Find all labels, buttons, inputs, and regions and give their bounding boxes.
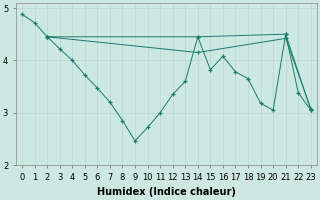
- X-axis label: Humidex (Indice chaleur): Humidex (Indice chaleur): [97, 187, 236, 197]
